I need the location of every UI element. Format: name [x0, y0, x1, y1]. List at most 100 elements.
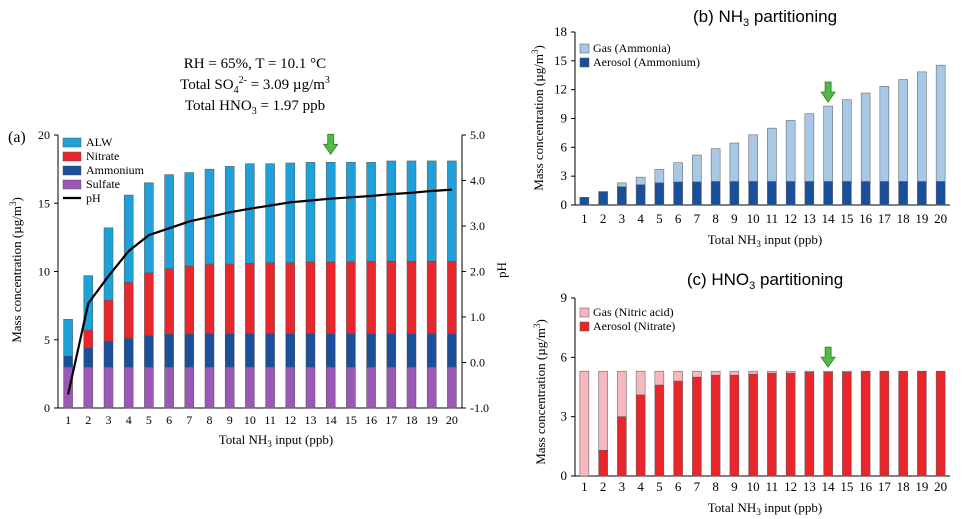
x-tick-label: 15	[840, 211, 853, 226]
x-tick-label: 16	[365, 413, 377, 427]
bar-ammonium	[935, 181, 946, 206]
bar-sulfate	[265, 366, 275, 409]
bar-ammonium	[579, 197, 590, 206]
y2-tick-label: 0.0	[470, 356, 485, 370]
x-tick-label: 11	[264, 413, 276, 427]
bar-nitrate	[245, 263, 255, 334]
x-tick-label: 7	[694, 479, 701, 494]
bar-nitrate	[447, 261, 457, 334]
chart-c-title: (c) HNO3 partitioning	[687, 270, 843, 292]
x-tick-label: 17	[878, 479, 892, 494]
legend-label: Gas (Ammonia)	[593, 41, 671, 55]
x-tick-label: 2	[85, 413, 91, 427]
legend-swatch	[579, 321, 590, 332]
bar-nitrate	[598, 450, 608, 477]
bar-nitrate	[426, 261, 437, 334]
bar-ammonium	[823, 181, 833, 206]
bar-sulfate	[164, 366, 174, 409]
bar-nitrate	[224, 263, 235, 334]
bar-alw	[123, 194, 134, 283]
legend-label: ALW	[86, 135, 113, 149]
bar-ammonium	[406, 333, 417, 368]
y2-tick-label: 1.0	[470, 310, 485, 324]
bar-sulfate	[325, 366, 336, 409]
x-tick-label: 10	[747, 211, 760, 226]
x-tick-label: 11	[766, 479, 779, 494]
chart-c-arrow-icon	[820, 346, 836, 368]
bar-ammonium	[710, 181, 721, 206]
bar-gas_ammonia	[804, 113, 815, 182]
legend-swatch	[62, 151, 82, 162]
x-tick-label: 12	[784, 479, 797, 494]
bar-sulfate	[406, 366, 417, 409]
bar-ammonium	[204, 333, 215, 368]
x-tick-label: 9	[731, 479, 738, 494]
x-tick-label: 3	[619, 211, 626, 226]
legend-label: Aerosol (Nitrate)	[593, 319, 675, 333]
bar-gas_nitric	[804, 370, 815, 373]
x-tick-label: 13	[305, 413, 317, 427]
bar-nitrate	[406, 261, 417, 334]
bar-sulfate	[184, 366, 195, 409]
y-tick-label: 15	[38, 196, 50, 210]
y-tick-label: 9	[561, 290, 568, 305]
bar-nitrate	[366, 261, 376, 334]
y2-tick-label: 5.0	[470, 128, 485, 142]
x-tick-label: 15	[345, 413, 357, 427]
y-tick-label: 0	[561, 468, 568, 483]
bar-ammonium	[224, 333, 235, 368]
x-tick-label: 6	[166, 413, 172, 427]
bar-sulfate	[346, 366, 356, 409]
bar-sulfate	[305, 366, 316, 409]
bar-gas_ammonia	[692, 154, 702, 183]
bar-sulfate	[426, 366, 437, 409]
x-tick-label: 2	[600, 211, 607, 226]
x-tick-label: 16	[859, 211, 873, 226]
x-tick-label: 19	[426, 413, 438, 427]
y-tick-label: 3	[561, 409, 568, 424]
x-tick-label: 13	[803, 211, 816, 226]
chart-c-legend: Gas (Nitric acid)Aerosol (Nitrate)	[579, 305, 675, 333]
bar-gas_nitric	[635, 370, 646, 396]
x-tick-label: 12	[284, 413, 296, 427]
legend-label: Gas (Nitric acid)	[593, 305, 674, 319]
x-tick-label: 18	[897, 211, 910, 226]
bar-gas_nitric	[579, 370, 590, 477]
bar-gas_ammonia	[673, 162, 683, 183]
bar-ammonium	[386, 333, 397, 368]
bar-ammonium	[447, 333, 457, 368]
condition-text: RH = 65%, T = 10.1 °C Total SO42- = 3.09…	[180, 56, 330, 117]
x-tick-label: 14	[822, 211, 836, 226]
bar-gas_ammonia	[617, 182, 627, 187]
y2-tick-label: 2.0	[470, 265, 485, 279]
bar-sulfate	[245, 366, 255, 409]
bar-alw	[103, 227, 114, 301]
y-tick-label: 9	[561, 111, 568, 126]
bar-gas_nitric	[598, 370, 608, 451]
x-tick-label: 3	[619, 479, 626, 494]
bar-ammonium	[898, 181, 908, 206]
x-tick-label: 9	[227, 413, 233, 427]
condition-line-3: Total HNO3 = 1.97 ppb	[185, 98, 325, 117]
chart-c-bars	[579, 370, 946, 477]
bar-alw	[245, 163, 255, 264]
bar-ammonium	[346, 333, 356, 368]
x-tick-label: 18	[897, 479, 910, 494]
legend-label: Nitrate	[86, 149, 119, 163]
bar-alw	[63, 319, 73, 357]
bar-nitrate	[123, 282, 134, 339]
chart-a-ylabel: Mass concentration (µg/m3)	[8, 197, 24, 343]
legend-swatch	[62, 165, 82, 176]
x-tick-label: 1	[65, 413, 71, 427]
bar-ammonium	[325, 333, 336, 368]
bar-alw	[346, 162, 356, 263]
bar-gas_ammonia	[654, 169, 665, 184]
chart-b-legend: Gas (Ammonia)Aerosol (Ammonium)	[579, 41, 700, 69]
y-tick-label: 15	[554, 53, 567, 68]
bar-gas_nitric	[748, 370, 758, 375]
bar-gas_ammonia	[898, 79, 908, 182]
legend-label: Aerosol (Ammonium)	[593, 55, 700, 69]
